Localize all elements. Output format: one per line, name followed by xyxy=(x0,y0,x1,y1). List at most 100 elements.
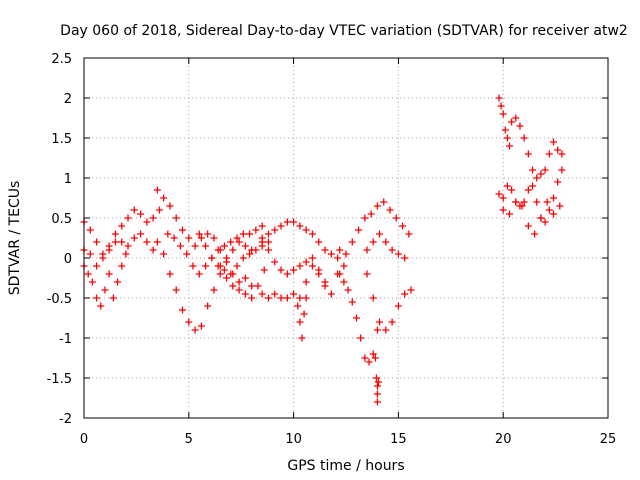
data-point xyxy=(210,234,218,242)
data-point xyxy=(216,270,224,278)
data-point xyxy=(252,246,260,254)
data-point xyxy=(204,230,212,238)
data-point xyxy=(308,262,316,270)
data-point xyxy=(533,174,541,182)
series-track-q xyxy=(495,166,566,226)
data-point xyxy=(518,202,526,210)
data-point xyxy=(545,150,553,158)
data-point xyxy=(227,238,235,246)
data-point xyxy=(160,250,168,258)
data-points xyxy=(80,94,566,406)
data-point xyxy=(183,250,191,258)
data-point xyxy=(118,238,126,246)
data-point xyxy=(155,206,163,214)
y-axis-label: SDTVAR / TECUs xyxy=(7,181,23,296)
data-point xyxy=(86,250,94,258)
data-point xyxy=(499,194,507,202)
data-point xyxy=(294,302,302,310)
series-track-k xyxy=(294,294,310,342)
data-point xyxy=(529,182,537,190)
data-point xyxy=(520,134,528,142)
data-point xyxy=(505,210,513,218)
data-point xyxy=(386,206,394,214)
data-point xyxy=(99,254,107,262)
data-point xyxy=(277,266,285,274)
series-track-l xyxy=(336,198,413,258)
data-point xyxy=(405,230,413,238)
data-point xyxy=(122,250,130,258)
data-point xyxy=(220,242,228,250)
y-tick-label: 1 xyxy=(64,172,72,187)
data-point xyxy=(501,126,509,134)
data-point xyxy=(170,234,178,242)
data-point xyxy=(130,206,138,214)
plot-frame xyxy=(83,57,609,419)
data-point xyxy=(369,294,377,302)
data-point xyxy=(308,230,316,238)
data-point xyxy=(246,250,254,258)
data-point xyxy=(109,294,117,302)
data-point xyxy=(296,262,304,270)
data-point xyxy=(537,170,545,178)
series-track-p xyxy=(371,354,382,406)
data-point xyxy=(235,278,243,286)
data-point xyxy=(84,270,92,278)
data-point xyxy=(371,354,379,362)
data-point xyxy=(361,214,369,222)
data-point xyxy=(369,238,377,246)
x-tick-label: 25 xyxy=(600,432,617,447)
data-point xyxy=(372,374,380,382)
y-tick-labels: -2 -1.5 -1 -0.5 0 0.5 1 1.5 2 2.5 xyxy=(47,52,72,427)
data-point xyxy=(342,250,350,258)
data-point xyxy=(495,94,503,102)
data-point xyxy=(179,226,187,234)
data-point xyxy=(315,238,323,246)
data-point xyxy=(283,218,291,226)
data-point xyxy=(185,318,193,326)
data-point xyxy=(340,262,348,270)
data-point xyxy=(365,358,373,366)
data-point xyxy=(229,246,237,254)
data-point xyxy=(202,242,210,250)
data-point xyxy=(208,254,216,262)
data-point xyxy=(239,230,247,238)
data-point xyxy=(361,354,369,362)
data-point xyxy=(376,230,384,238)
data-point xyxy=(239,254,247,262)
data-point xyxy=(340,278,348,286)
data-point xyxy=(374,378,382,386)
data-point xyxy=(373,326,381,334)
data-point xyxy=(191,326,199,334)
data-point xyxy=(149,214,157,222)
data-point xyxy=(373,382,381,390)
data-point xyxy=(290,266,298,274)
data-point xyxy=(111,238,119,246)
data-point xyxy=(336,270,344,278)
data-point xyxy=(118,262,126,270)
data-point xyxy=(382,326,390,334)
data-point xyxy=(558,150,566,158)
y-tick-label: 0.5 xyxy=(51,212,72,227)
data-point xyxy=(233,234,241,242)
data-point xyxy=(541,166,549,174)
data-point xyxy=(124,242,132,250)
data-point xyxy=(558,166,566,174)
data-point xyxy=(392,214,400,222)
data-point xyxy=(277,222,285,230)
data-point xyxy=(137,210,145,218)
data-point xyxy=(252,226,260,234)
series-track-n xyxy=(363,270,415,334)
data-point xyxy=(520,198,528,206)
data-point xyxy=(283,294,291,302)
data-point xyxy=(258,290,266,298)
series-track-b xyxy=(80,250,130,310)
data-point xyxy=(260,266,268,274)
data-point xyxy=(524,222,532,230)
data-point xyxy=(227,270,235,278)
data-point xyxy=(153,186,161,194)
data-point xyxy=(524,186,532,194)
data-point xyxy=(529,166,537,174)
data-point xyxy=(352,314,360,322)
data-point xyxy=(302,278,310,286)
